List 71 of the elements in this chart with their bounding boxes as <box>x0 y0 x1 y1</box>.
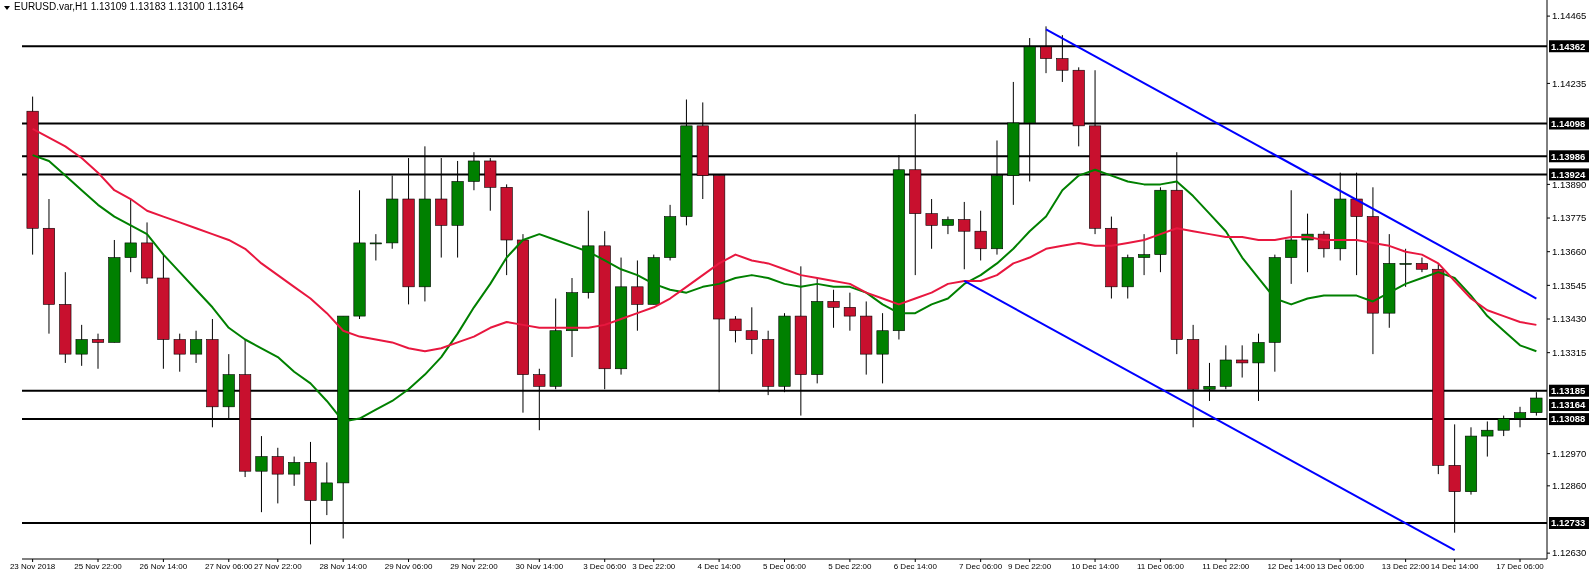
x-tick-label: 11 Dec 06:00 <box>1136 562 1185 571</box>
candlestick <box>827 289 840 329</box>
x-tick-label: 13 Dec 06:00 <box>1316 562 1365 571</box>
candlestick <box>1399 248 1412 288</box>
candlestick <box>271 447 284 504</box>
line-series <box>31 127 1538 353</box>
x-tick-label: 17 Dec 06:00 <box>1496 562 1545 571</box>
chart-title: EURUSD.var,H1 1.13109 1.13183 1.13100 1.13164 <box>14 1 245 12</box>
candlestick <box>173 333 186 373</box>
candlestick <box>288 456 301 487</box>
ref-line-label: 1.14362 <box>1551 40 1586 52</box>
y-tick-label: 1.13315 <box>1552 346 1587 358</box>
candlestick <box>1236 344 1249 379</box>
x-tick-label: 4 Dec 14:00 <box>697 562 742 571</box>
x-tick-label: 3 Dec 22:00 <box>632 562 676 571</box>
candlestick <box>974 210 987 261</box>
x-tick-label: 10 Dec 14:00 <box>1071 562 1120 571</box>
x-tick-label: 13 Dec 22:00 <box>1381 562 1430 571</box>
candlestick <box>729 315 742 343</box>
y-tick-label: 1.14235 <box>1552 77 1587 89</box>
x-tick-label: 26 Nov 14:00 <box>139 562 188 571</box>
candlestick <box>190 330 203 364</box>
x-tick-label: 29 Nov 22:00 <box>450 562 499 571</box>
candlestick <box>1415 257 1428 273</box>
candlestick <box>843 292 856 332</box>
x-tick-label: 7 Dec 06:00 <box>959 562 1003 571</box>
candlestick <box>958 201 971 270</box>
x-tick-label: 12 Dec 14:00 <box>1267 562 1316 571</box>
x-tick-label: 6 Dec 14:00 <box>893 562 938 571</box>
x-tick-label: 27 Nov 22:00 <box>254 562 303 571</box>
y-tick-label: 1.12630 <box>1552 547 1587 559</box>
ref-line-label: 1.13185 <box>1551 385 1587 397</box>
candlestick <box>941 216 954 235</box>
y-tick-label: 1.13775 <box>1552 212 1587 224</box>
x-tick-label: 27 Nov 06:00 <box>204 562 254 571</box>
x-tick-label: 11 Dec 22:00 <box>1202 562 1250 571</box>
candlestick <box>1138 233 1151 276</box>
candlestick <box>255 435 268 513</box>
x-tick-label: 3 Dec 06:00 <box>583 562 627 571</box>
candlestick <box>124 198 137 273</box>
x-tick-label: 9 Dec 22:00 <box>1008 562 1052 571</box>
y-tick-label: 1.13545 <box>1552 279 1587 291</box>
x-tick-label: 25 Nov 22:00 <box>74 562 123 571</box>
candlestick <box>631 259 644 332</box>
ref-line-label: 1.12733 <box>1551 517 1586 529</box>
ref-line-label: 1.13924 <box>1551 168 1587 180</box>
x-tick-label: 23 Nov 2018 <box>9 562 56 571</box>
x-tick-label: 29 Nov 06:00 <box>384 562 433 571</box>
y-tick-label: 1.13430 <box>1552 313 1587 325</box>
candlestick <box>745 306 758 355</box>
ref-line-label: 1.13088 <box>1551 413 1586 425</box>
candlestick <box>925 198 938 250</box>
y-tick-label: 1.13890 <box>1552 178 1587 190</box>
ref-line-label: 1.14098 <box>1551 117 1586 129</box>
x-tick-label: 5 Dec 06:00 <box>762 562 807 571</box>
x-tick-label: 5 Dec 22:00 <box>828 562 872 571</box>
ref-line-label: 1.13986 <box>1551 150 1586 162</box>
candlestick <box>369 233 382 261</box>
candlestick <box>876 312 889 384</box>
y-tick-label: 1.14465 <box>1552 10 1587 22</box>
candlestick <box>91 333 105 370</box>
y-tick-label: 1.13660 <box>1552 246 1587 258</box>
text: 1.13164 <box>1551 399 1587 411</box>
x-tick-label: 30 Nov 14:00 <box>515 562 564 571</box>
x-tick-label: 14 Dec 14:00 <box>1430 562 1479 571</box>
y-tick-label: 1.12970 <box>1552 447 1587 459</box>
y-tick-label: 1.12860 <box>1552 480 1587 492</box>
candlestick <box>320 461 333 516</box>
candlestick <box>1285 189 1298 285</box>
candlestick <box>75 324 88 367</box>
x-tick-label: 28 Nov 14:00 <box>319 562 368 571</box>
